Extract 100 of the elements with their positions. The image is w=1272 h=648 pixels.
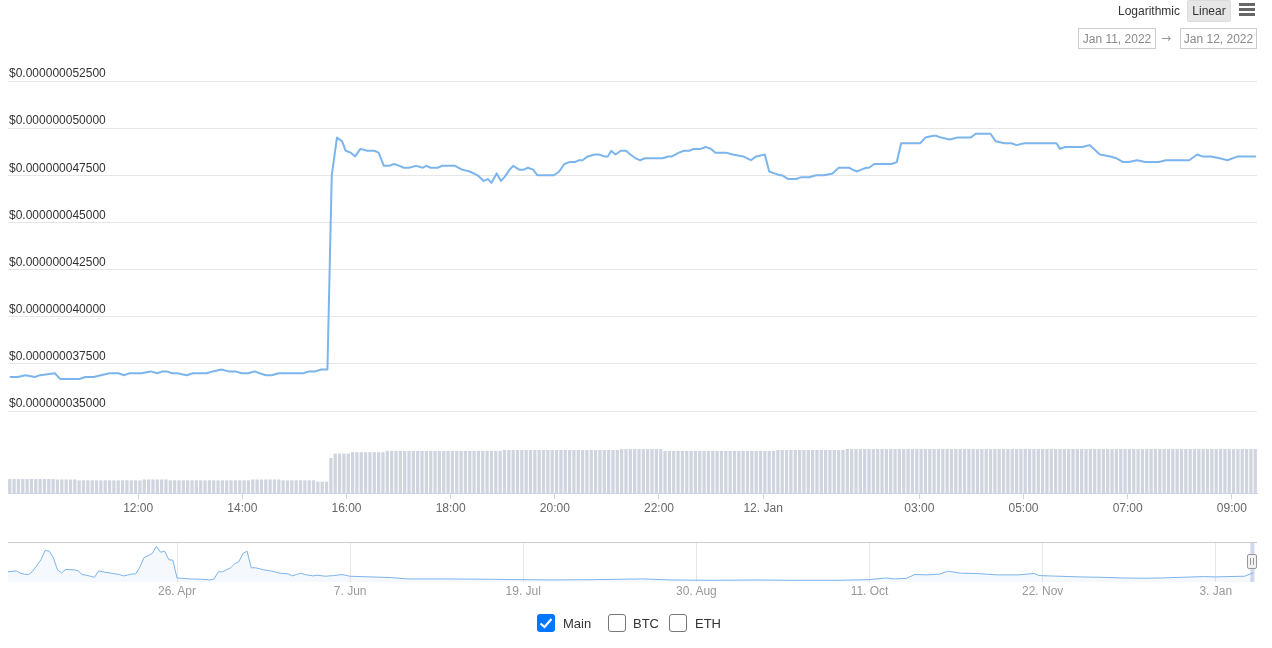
bar bbox=[385, 450, 389, 493]
bar bbox=[225, 480, 229, 493]
bar bbox=[932, 449, 936, 493]
bar bbox=[1106, 449, 1110, 493]
bar bbox=[429, 450, 433, 493]
bar bbox=[1019, 449, 1023, 493]
bar bbox=[919, 449, 923, 493]
bar bbox=[637, 449, 641, 493]
bar bbox=[993, 449, 997, 493]
bar bbox=[146, 479, 151, 493]
bar bbox=[1140, 449, 1145, 493]
bar bbox=[567, 449, 572, 493]
bar bbox=[858, 449, 862, 493]
bar bbox=[507, 449, 511, 493]
bar bbox=[77, 480, 81, 493]
x-tick-label: 3. Jan bbox=[1199, 583, 1233, 598]
bar bbox=[238, 480, 242, 493]
bar bbox=[880, 449, 884, 493]
bar bbox=[1184, 449, 1188, 493]
x-tick-label: 11. Oct bbox=[850, 583, 890, 598]
bar bbox=[1166, 449, 1171, 493]
bar bbox=[86, 480, 90, 493]
bar bbox=[928, 449, 932, 493]
bar bbox=[1001, 449, 1006, 493]
bar bbox=[64, 479, 68, 493]
bar bbox=[984, 449, 988, 493]
bar bbox=[277, 479, 281, 493]
bar bbox=[997, 449, 1001, 493]
bar bbox=[728, 450, 732, 493]
bar bbox=[607, 449, 611, 493]
bar bbox=[372, 452, 376, 493]
bar bbox=[1240, 449, 1244, 493]
bar bbox=[229, 480, 233, 493]
bar bbox=[1010, 449, 1014, 493]
bar bbox=[1158, 449, 1162, 493]
x-tick-label: 7. Jun bbox=[333, 583, 367, 598]
bar bbox=[1171, 449, 1175, 493]
bar bbox=[515, 449, 520, 493]
bar bbox=[489, 450, 494, 493]
bar bbox=[1114, 449, 1119, 493]
bar bbox=[1006, 449, 1010, 493]
bar bbox=[676, 450, 680, 493]
bar bbox=[1040, 449, 1045, 493]
bar bbox=[1162, 449, 1166, 493]
bar bbox=[73, 479, 77, 493]
bar bbox=[468, 450, 472, 493]
bar bbox=[390, 450, 394, 493]
x-tick-label: 09:00 bbox=[1216, 500, 1248, 515]
bar bbox=[771, 450, 776, 493]
bar bbox=[719, 450, 724, 493]
bar bbox=[1188, 449, 1192, 493]
bar bbox=[962, 449, 967, 493]
bar bbox=[871, 449, 875, 493]
bar bbox=[1027, 449, 1032, 493]
bar bbox=[394, 450, 398, 493]
bar bbox=[38, 479, 42, 493]
bar bbox=[715, 450, 719, 493]
bar bbox=[780, 449, 784, 493]
bar bbox=[1093, 449, 1097, 493]
bar bbox=[502, 449, 507, 493]
y-tick-label: $0.000000047500 bbox=[9, 160, 107, 175]
bar bbox=[424, 450, 428, 493]
bar bbox=[459, 450, 463, 493]
text: ETH bbox=[695, 616, 721, 631]
bar bbox=[164, 479, 168, 493]
bar bbox=[242, 480, 246, 493]
bar bbox=[659, 449, 663, 493]
bar bbox=[1197, 449, 1201, 493]
bar bbox=[398, 450, 402, 493]
bar bbox=[21, 479, 25, 493]
bar bbox=[433, 450, 437, 493]
bar bbox=[42, 479, 47, 493]
bar bbox=[754, 450, 758, 493]
bar bbox=[155, 479, 159, 493]
bar bbox=[776, 449, 780, 493]
bar bbox=[1179, 449, 1184, 493]
bar bbox=[160, 479, 164, 493]
bar bbox=[1218, 449, 1223, 493]
bar bbox=[494, 450, 498, 493]
bar bbox=[186, 480, 190, 493]
bar bbox=[420, 450, 424, 493]
bar bbox=[884, 449, 889, 493]
bar bbox=[910, 449, 915, 493]
bar bbox=[689, 450, 693, 493]
bar bbox=[342, 453, 346, 493]
bar bbox=[663, 450, 667, 493]
bar bbox=[975, 449, 980, 493]
bar bbox=[1110, 449, 1114, 493]
bar bbox=[116, 480, 120, 493]
bar bbox=[685, 450, 689, 493]
bar bbox=[585, 449, 589, 493]
bar bbox=[233, 480, 238, 493]
bar bbox=[841, 449, 845, 493]
bar bbox=[355, 452, 359, 493]
bar bbox=[303, 480, 307, 493]
bar bbox=[1123, 449, 1127, 493]
bar bbox=[194, 480, 198, 493]
bar bbox=[264, 479, 268, 493]
bar bbox=[654, 449, 658, 493]
bar bbox=[16, 479, 21, 493]
